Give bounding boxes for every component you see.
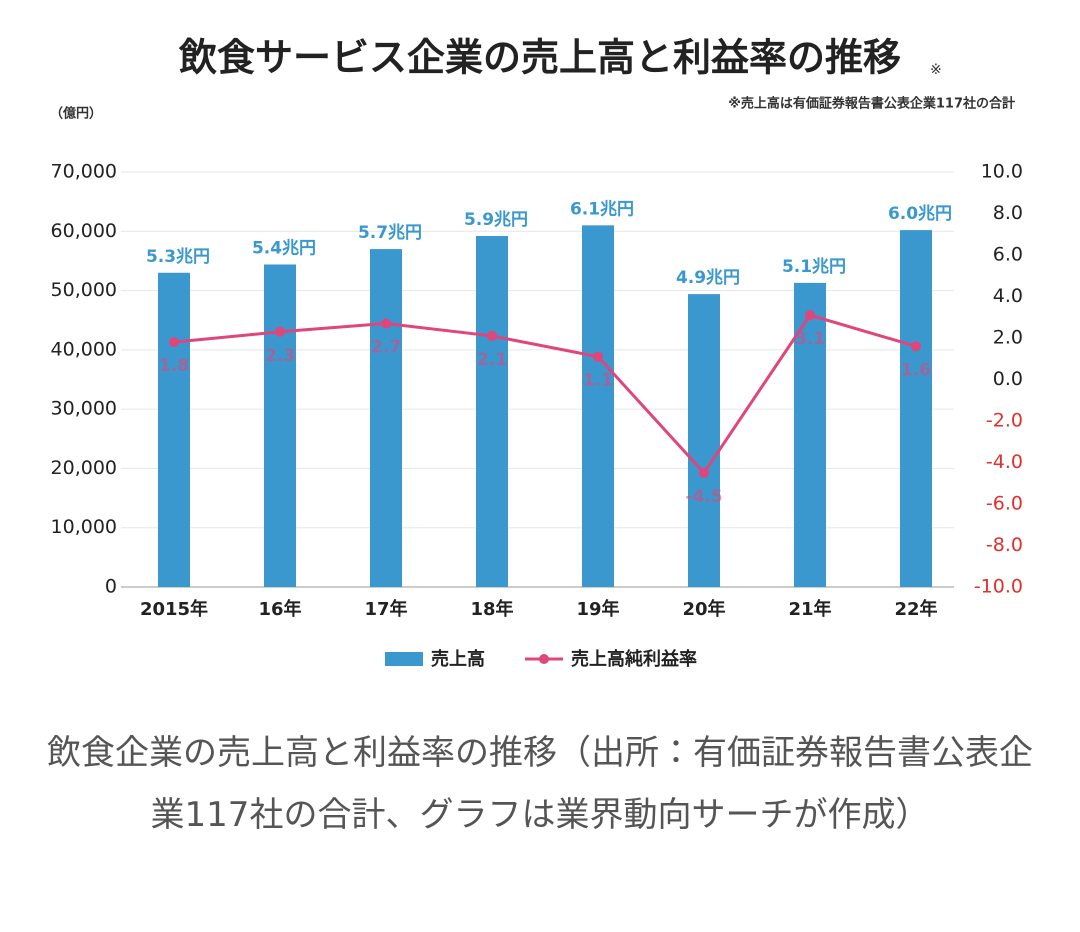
bar	[476, 236, 508, 587]
line-value-label: -4.5	[685, 487, 722, 507]
y2-tick-label: 2.0	[993, 327, 1023, 349]
bar-value-label: 5.9兆円	[464, 210, 528, 230]
bar-value-label: 5.4兆円	[252, 238, 316, 258]
line-value-label: 2.7	[371, 337, 401, 357]
x-tick-label: 21年	[788, 598, 831, 620]
bar	[688, 294, 720, 587]
y2-tick-label: 8.0	[993, 202, 1023, 224]
line-value-label: 1.8	[159, 356, 189, 376]
line-marker	[593, 351, 603, 362]
y-tick-label: 70,000	[51, 161, 117, 183]
y-tick-label: 10,000	[51, 516, 117, 538]
line	[173, 313, 917, 476]
y-tick-label: 0	[105, 576, 117, 598]
bar-value-label: 5.1兆円	[782, 257, 846, 277]
line-value-label: 2.3	[265, 346, 295, 366]
bar	[158, 272, 190, 587]
line-marker	[381, 318, 391, 329]
title-mark: ※	[930, 62, 942, 78]
bar-value-label: 6.0兆円	[888, 204, 952, 224]
y-tick-label: 40,000	[51, 338, 117, 360]
y-tick-label: 20,000	[51, 457, 117, 479]
line-marker	[699, 467, 709, 478]
chart-title: 飲食サービス企業の売上高と利益率の推移	[178, 36, 901, 80]
line-value-label: 1.6	[901, 360, 931, 380]
legend-swatch	[385, 652, 423, 666]
chart: 飲食サービス企業の売上高と利益率の推移 ※ ※売上高は有価証券報告書公表企業11…	[50, 36, 1023, 671]
line-marker	[169, 337, 179, 348]
bar	[582, 225, 614, 587]
x-tick-label: 18年	[470, 598, 513, 620]
y2-tick-label: -8.0	[986, 534, 1023, 556]
y2-tick-label: -4.0	[986, 451, 1023, 473]
x-tick-label: 22年	[894, 598, 937, 620]
line-value-label: 1.1	[583, 371, 613, 391]
legend-label: 売上高純利益率	[571, 648, 697, 670]
x-tick-label: 20年	[682, 598, 725, 620]
y2-tick-label: -6.0	[986, 493, 1023, 515]
y-axis-label: （億円）	[50, 106, 102, 122]
caption: 飲食企業の売上高と利益率の推移（出所：有価証券報告書公表企業117社の合計、グラ…	[47, 733, 1033, 835]
y2-tick-label: 10.0	[981, 161, 1023, 183]
y-tick-label: 60,000	[51, 220, 117, 242]
y2-tick-label: -2.0	[986, 410, 1023, 432]
bar-value-label: 4.9兆円	[676, 268, 740, 288]
x-tick-label: 16年	[258, 598, 301, 620]
y2-tick-label: -10.0	[974, 576, 1023, 598]
bar	[370, 249, 402, 588]
line-marker	[805, 310, 815, 321]
y2-tick-label: 6.0	[993, 244, 1023, 266]
line-marker	[487, 330, 497, 341]
legend-label: 売上高	[431, 648, 485, 670]
y2-tick-label: 0.0	[993, 368, 1023, 390]
x-tick-label: 17年	[364, 598, 407, 620]
note: ※売上高は有価証券報告書公表企業117社の合計	[728, 96, 1015, 112]
line-value-label: 3.1	[795, 329, 825, 349]
bar	[264, 264, 296, 587]
bar-value-label: 5.7兆円	[358, 223, 422, 243]
line-value-label: 2.1	[477, 350, 507, 370]
y2-tick-label: 4.0	[993, 285, 1023, 307]
bar-value-label: 6.1兆円	[570, 199, 634, 219]
bar-value-label: 5.3兆円	[146, 247, 210, 267]
y-tick-label: 30,000	[51, 398, 117, 420]
line-marker	[275, 326, 285, 337]
y-tick-label: 50,000	[51, 279, 117, 301]
legend-swatch	[539, 654, 549, 664]
x-tick-label: 19年	[576, 598, 619, 620]
bar	[900, 230, 932, 587]
x-tick-label: 2015年	[140, 598, 208, 620]
line-marker	[911, 341, 921, 352]
